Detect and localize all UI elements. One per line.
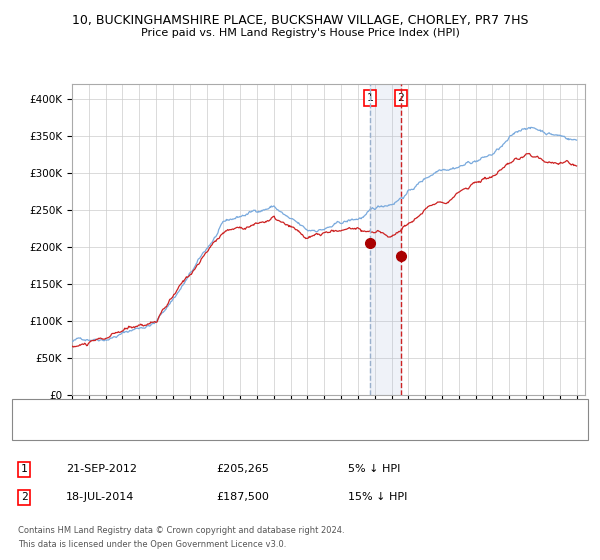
Text: HPI: Average price, detached house, Chorley: HPI: Average price, detached house, Chor… (54, 425, 266, 434)
Text: 2: 2 (397, 93, 404, 103)
Text: Contains HM Land Registry data © Crown copyright and database right 2024.: Contains HM Land Registry data © Crown c… (18, 526, 344, 535)
Text: 2: 2 (20, 492, 28, 502)
Text: Price paid vs. HM Land Registry's House Price Index (HPI): Price paid vs. HM Land Registry's House … (140, 28, 460, 38)
Text: 1: 1 (20, 464, 28, 474)
Text: 21-SEP-2012: 21-SEP-2012 (66, 464, 137, 474)
Text: 10, BUCKINGHAMSHIRE PLACE, BUCKSHAW VILLAGE, CHORLEY, PR7 7HS (detached hous: 10, BUCKINGHAMSHIRE PLACE, BUCKSHAW VILL… (54, 406, 475, 415)
Text: £205,265: £205,265 (216, 464, 269, 474)
Text: £187,500: £187,500 (216, 492, 269, 502)
Text: 5% ↓ HPI: 5% ↓ HPI (348, 464, 400, 474)
Text: 15% ↓ HPI: 15% ↓ HPI (348, 492, 407, 502)
Text: This data is licensed under the Open Government Licence v3.0.: This data is licensed under the Open Gov… (18, 540, 286, 549)
Text: 1: 1 (367, 93, 373, 103)
Bar (370, 84, 401, 395)
Text: 10, BUCKINGHAMSHIRE PLACE, BUCKSHAW VILLAGE, CHORLEY, PR7 7HS: 10, BUCKINGHAMSHIRE PLACE, BUCKSHAW VILL… (72, 14, 528, 27)
Text: 18-JUL-2014: 18-JUL-2014 (66, 492, 134, 502)
